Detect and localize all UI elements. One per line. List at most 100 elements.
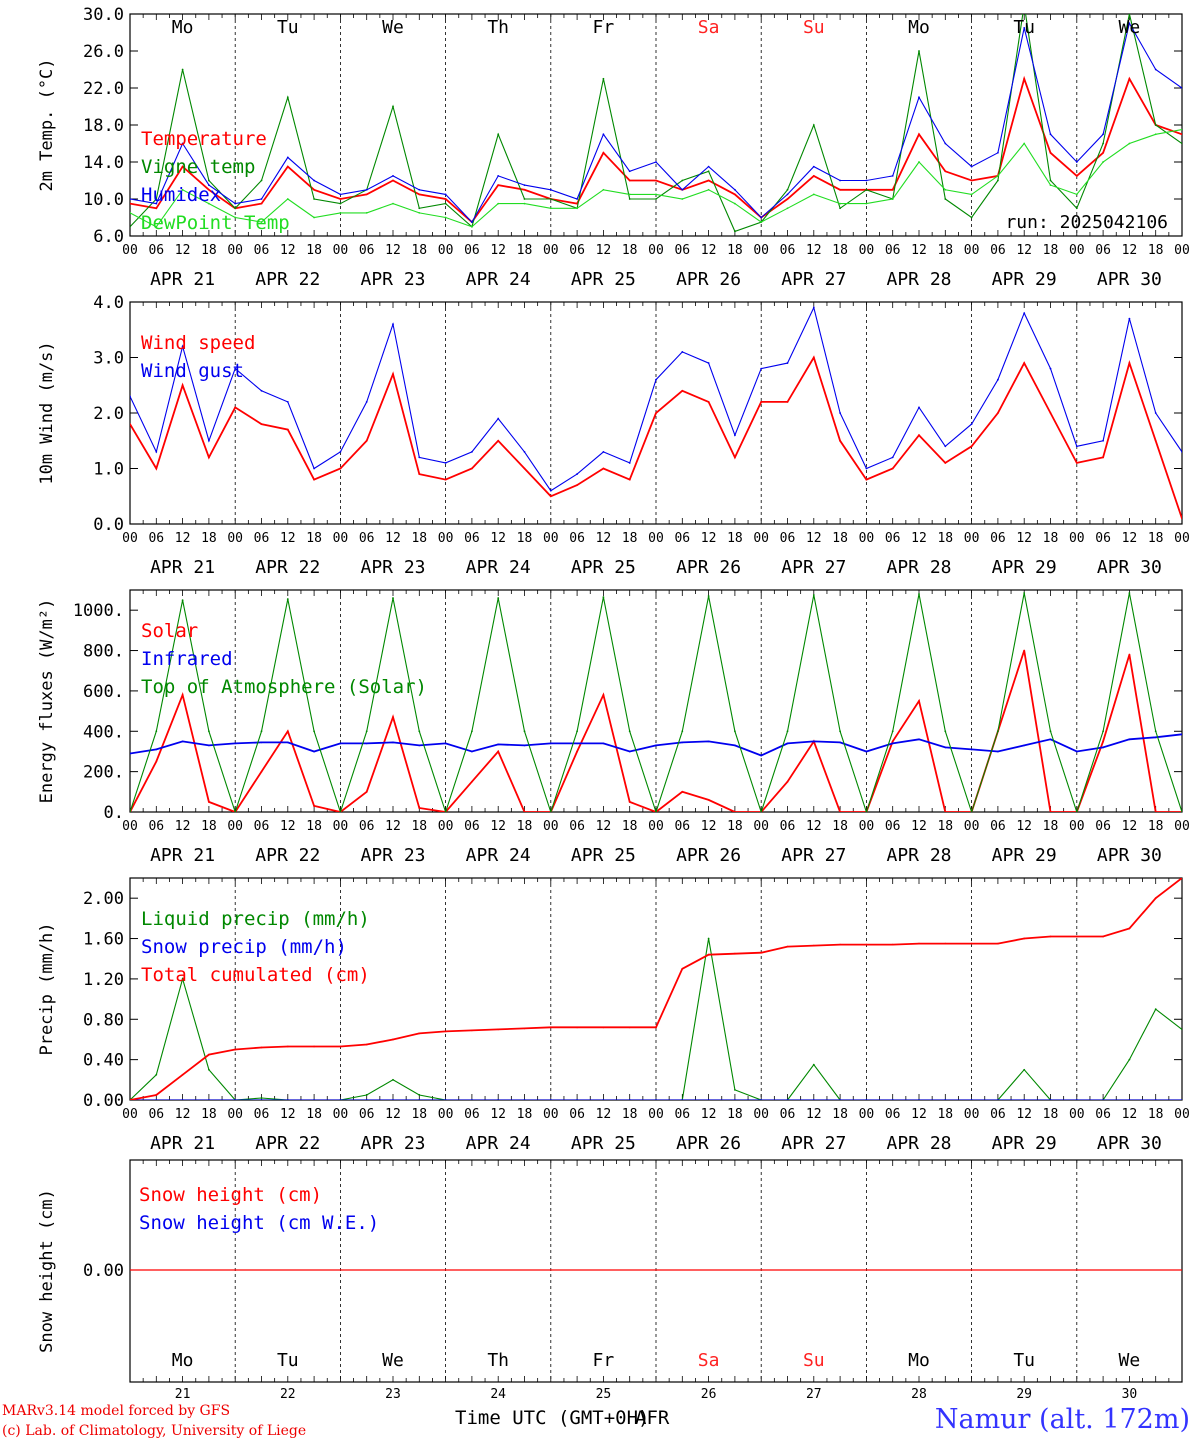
day-label: Tu [277, 17, 299, 38]
data-point [628, 730, 631, 733]
hour-label: 06 [359, 531, 375, 546]
data-point [1075, 445, 1078, 448]
data-point [365, 193, 368, 196]
data-point [944, 730, 947, 733]
data-point [1181, 87, 1182, 89]
data-point [523, 202, 526, 205]
hour-label: 06 [148, 819, 164, 834]
data-point [760, 216, 763, 219]
date-label: APR 25 [571, 1133, 636, 1154]
data-point [365, 790, 368, 793]
data-point [865, 750, 868, 753]
data-point [155, 467, 158, 470]
data-point [707, 401, 710, 403]
credit-line-1: MARv3.14 model forced by GFS [2, 1403, 230, 1419]
data-point [839, 179, 841, 182]
hour-label: 06 [359, 819, 375, 834]
data-point [681, 741, 684, 744]
data-point [1023, 1099, 1026, 1100]
data-point [392, 1078, 394, 1081]
hour-label: 06 [254, 531, 270, 546]
data-point [471, 730, 473, 733]
data-point [1049, 1099, 1052, 1100]
day-number: 30 [1122, 1387, 1138, 1402]
data-point [970, 423, 973, 425]
data-point [918, 161, 920, 163]
day-number: 27 [806, 1387, 822, 1402]
data-point [365, 1099, 368, 1100]
data-point [918, 700, 920, 702]
data-point [970, 811, 973, 812]
day-label: Mo [172, 1350, 194, 1371]
hour-label: 18 [727, 531, 743, 546]
date-label: APR 28 [886, 269, 951, 290]
hour-label: 00 [227, 819, 243, 834]
data-point [655, 161, 657, 163]
data-point [181, 165, 184, 168]
hour-label: 12 [596, 531, 612, 546]
day-label: Tu [277, 1350, 299, 1371]
data-point [970, 193, 973, 196]
data-point [418, 730, 421, 733]
data-point [734, 434, 736, 437]
y-tick-label: 0.80 [83, 1010, 124, 1030]
data-point [944, 746, 947, 749]
data-point [865, 1099, 868, 1100]
data-point [734, 1099, 736, 1100]
data-point [1154, 412, 1157, 414]
data-point [918, 50, 920, 52]
hour-label: 00 [543, 531, 559, 546]
data-point [286, 165, 289, 168]
data-point [655, 744, 657, 747]
date-label: APR 29 [992, 269, 1057, 290]
hour-label: 12 [701, 1107, 717, 1122]
data-point [970, 445, 973, 448]
hour-label: 18 [201, 243, 217, 258]
day-label: Th [487, 1350, 509, 1371]
legend-entry: Humidex [141, 184, 221, 206]
data-point [602, 467, 605, 470]
data-point [418, 456, 421, 459]
day-number: 28 [911, 1387, 927, 1402]
credit-line-2: (c) Lab. of Climatology, University of L… [2, 1423, 306, 1439]
hour-label: 06 [885, 819, 901, 834]
data-point [1128, 14, 1131, 15]
date-label: APR 26 [676, 557, 741, 578]
hour-label: 18 [517, 243, 533, 258]
hour-label: 00 [753, 819, 769, 834]
hour-label: 00 [964, 243, 980, 258]
hour-label: 00 [1174, 243, 1190, 258]
data-point [760, 221, 763, 224]
data-point [1128, 22, 1131, 25]
hour-label: 00 [1069, 243, 1085, 258]
hour-label: 12 [385, 819, 401, 834]
data-point [997, 174, 999, 177]
y-tick-label: 0. [104, 803, 124, 823]
y-tick-label: 2.0 [93, 404, 124, 424]
hour-label: 18 [411, 531, 427, 546]
data-point [865, 478, 868, 481]
data-point [549, 188, 552, 191]
date-label: APR 22 [255, 557, 320, 578]
data-point [444, 742, 447, 745]
data-point [1154, 124, 1157, 126]
hour-label: 06 [254, 819, 270, 834]
data-point [1075, 193, 1078, 196]
data-point [786, 188, 789, 191]
data-point [1181, 517, 1182, 520]
data-point [839, 202, 841, 205]
hour-label: 12 [911, 819, 927, 834]
data-point [208, 744, 210, 747]
data-point [260, 179, 263, 182]
data-point [313, 1045, 315, 1048]
y-tick-label: 1.20 [83, 970, 124, 990]
data-point [471, 1099, 473, 1100]
data-point [944, 942, 947, 945]
data-point [418, 193, 421, 196]
data-point [260, 202, 263, 205]
data-point [181, 1099, 184, 1100]
data-point [576, 1099, 578, 1100]
date-label: APR 29 [992, 1133, 1057, 1154]
y-tick-label: 22.0 [83, 79, 124, 99]
hour-label: 12 [280, 819, 296, 834]
